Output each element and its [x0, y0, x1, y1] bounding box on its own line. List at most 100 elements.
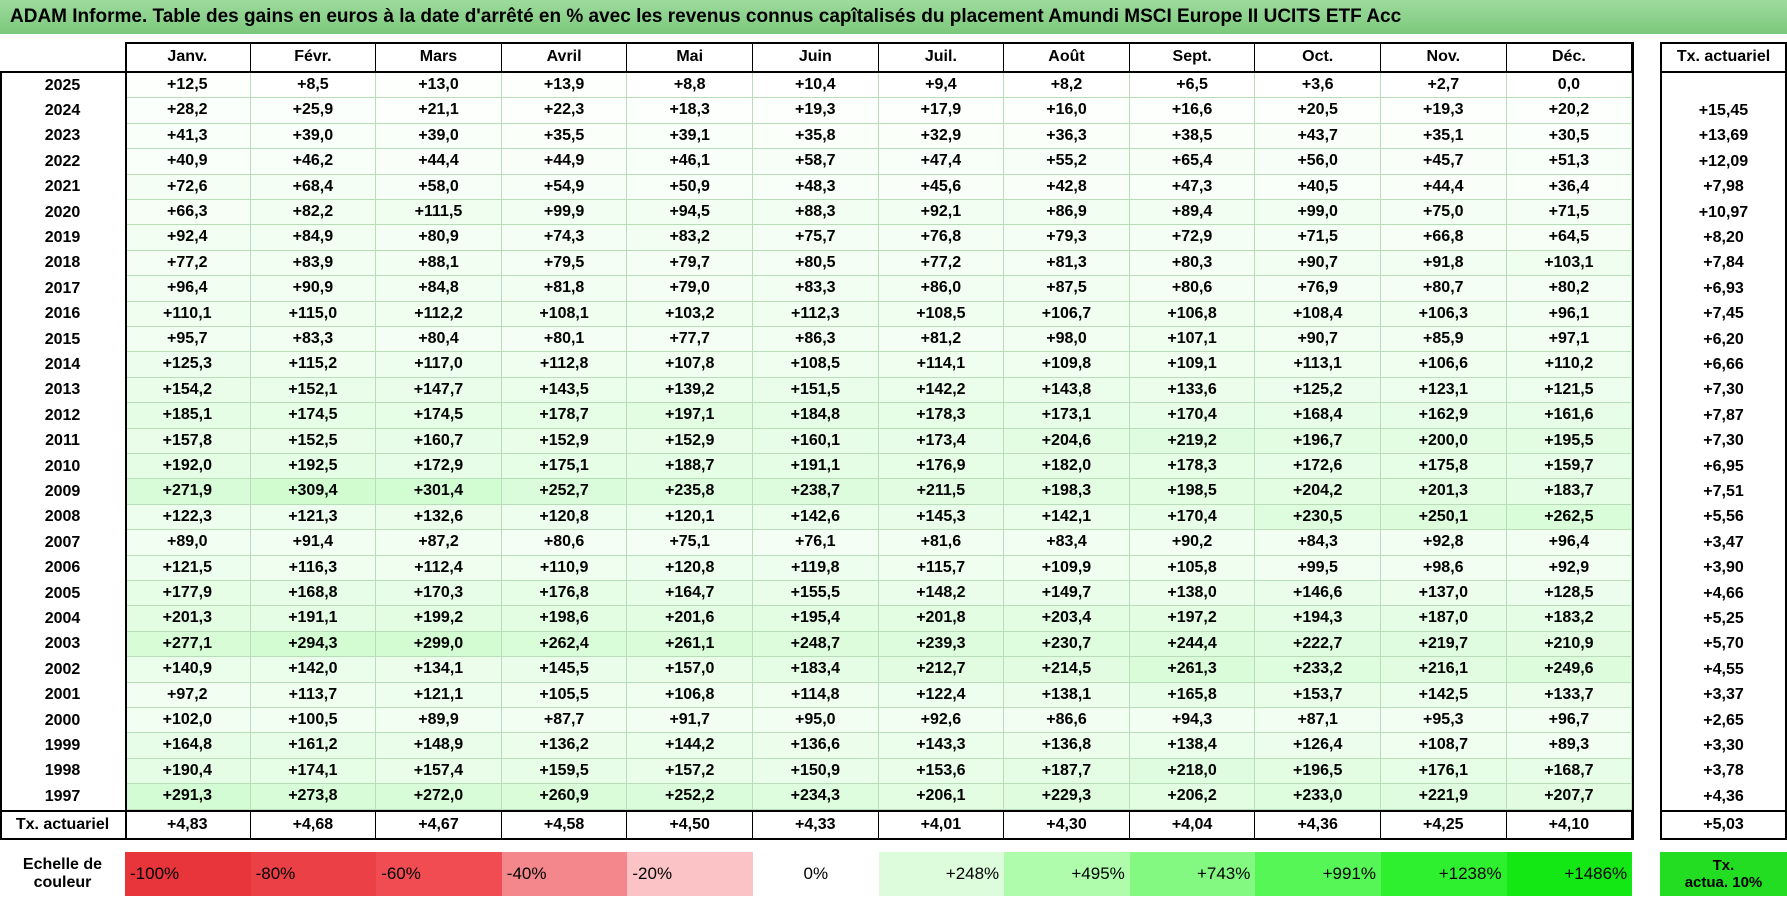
value-cell: +143,8 — [1004, 377, 1130, 404]
value-cell: +183,7 — [1506, 479, 1633, 505]
value-cell: +152,9 — [501, 428, 628, 454]
column-header: Oct. — [1255, 42, 1381, 72]
value-cell: +44,4 — [1381, 174, 1507, 200]
value-cell: +188,7 — [627, 454, 753, 480]
value-cell: +229,3 — [1004, 784, 1130, 810]
footer-label: Tx. actuariel — [15, 815, 110, 833]
scale-swatch: -40% — [501, 852, 628, 896]
value-cell: +138,4 — [1129, 733, 1256, 759]
value-cell: +87,1 — [1255, 708, 1381, 734]
scale-swatch: -60% — [376, 852, 502, 896]
tx-cell: +7,45 — [1703, 305, 1744, 323]
value-cell: +261,1 — [627, 631, 753, 658]
value-cell: +155,5 — [753, 581, 879, 607]
value-cell: +41,3 — [125, 123, 251, 150]
scale-target: Tx. actua. 10% — [1660, 852, 1787, 896]
value-cell: +110,1 — [125, 301, 251, 327]
value-cell: +204,2 — [1255, 479, 1381, 505]
value-cell: +106,6 — [1381, 352, 1507, 378]
value-cell: +19,3 — [753, 98, 879, 124]
tx-cell: +3,47 — [1703, 533, 1744, 551]
value-cell: +123,1 — [1381, 377, 1507, 404]
value-cell: +273,8 — [250, 784, 377, 810]
value-cell: +144,2 — [627, 733, 753, 759]
value-cell: +81,6 — [878, 530, 1005, 556]
value-cell: +108,1 — [501, 301, 628, 327]
value-cell: +89,4 — [1129, 200, 1256, 226]
value-cell: +19,3 — [1381, 98, 1507, 124]
footer-cell: +4,36 — [1255, 810, 1381, 840]
value-cell: +90,7 — [1255, 250, 1381, 277]
value-cell: +249,6 — [1506, 657, 1633, 683]
value-cell: +75,7 — [753, 225, 879, 251]
value-cell: +120,1 — [627, 504, 753, 531]
value-cell: +134,1 — [376, 657, 502, 683]
value-cell: +148,2 — [878, 581, 1005, 607]
value-cell: +146,6 — [1255, 581, 1381, 607]
value-cell: +153,7 — [1255, 682, 1381, 708]
value-cell: +221,9 — [1381, 784, 1507, 810]
value-cell: +98,6 — [1381, 555, 1507, 581]
value-cell: +71,5 — [1506, 200, 1633, 226]
value-cell: +102,0 — [125, 708, 251, 734]
row-year: 2005 — [44, 584, 81, 602]
footer-cell: +4,33 — [753, 810, 879, 840]
value-cell: +147,7 — [376, 377, 502, 404]
value-cell: +117,0 — [376, 352, 502, 378]
value-cell: +198,6 — [501, 606, 628, 632]
value-cell: +58,0 — [376, 174, 502, 200]
value-cell: +81,2 — [878, 327, 1005, 353]
row-year: 1997 — [44, 787, 81, 805]
value-cell: +18,3 — [627, 98, 753, 124]
value-cell: +154,2 — [125, 377, 251, 404]
value-cell: +84,8 — [376, 276, 502, 302]
column-header: Avril — [502, 42, 628, 72]
column-header: Mai — [627, 42, 753, 72]
row-year: 2009 — [44, 482, 81, 500]
column-header: Tx. actuariel — [1676, 47, 1771, 65]
value-cell: +30,5 — [1506, 123, 1633, 150]
value-cell: +75,0 — [1381, 200, 1507, 226]
value-cell: +176,1 — [1381, 758, 1507, 785]
value-cell: +22,3 — [501, 98, 628, 124]
value-cell: +128,5 — [1506, 581, 1633, 607]
value-cell: +9,4 — [878, 73, 1005, 99]
value-cell: +80,9 — [376, 225, 502, 251]
value-cell: +35,1 — [1381, 123, 1507, 150]
column-header: Déc. — [1507, 42, 1633, 72]
value-cell: +94,3 — [1129, 708, 1256, 734]
value-cell: +164,8 — [125, 733, 251, 759]
row-year: 2007 — [44, 533, 81, 551]
value-cell: +126,4 — [1255, 733, 1381, 759]
value-cell: +153,6 — [878, 758, 1005, 785]
value-cell: +173,1 — [1004, 403, 1130, 429]
value-cell: +48,3 — [753, 174, 879, 200]
value-cell: +77,7 — [627, 327, 753, 353]
value-cell: +299,0 — [376, 631, 502, 658]
value-cell: +121,5 — [125, 555, 251, 581]
value-cell: +46,2 — [250, 149, 377, 175]
value-cell: +92,1 — [878, 200, 1005, 226]
value-cell: +122,3 — [125, 504, 251, 531]
row-year: 2021 — [44, 178, 81, 196]
value-cell: +168,7 — [1506, 758, 1633, 785]
value-cell: +197,1 — [627, 403, 753, 429]
value-cell: +214,5 — [1004, 657, 1130, 683]
tx-cell: +12,09 — [1698, 152, 1749, 170]
row-year: 2016 — [44, 305, 81, 323]
value-cell: +252,7 — [501, 479, 628, 505]
value-cell: +109,8 — [1004, 352, 1130, 378]
value-cell: +184,8 — [753, 403, 879, 429]
value-cell: +234,3 — [753, 784, 879, 810]
value-cell: +76,1 — [753, 530, 879, 556]
value-cell: +8,5 — [250, 73, 377, 99]
value-cell: +173,4 — [878, 428, 1005, 454]
value-cell: +3,6 — [1255, 73, 1381, 99]
value-cell: +65,4 — [1129, 149, 1256, 175]
value-cell: +2,7 — [1381, 73, 1507, 99]
value-cell: +142,6 — [753, 504, 879, 531]
value-cell: +125,3 — [125, 352, 251, 378]
value-cell: +115,2 — [250, 352, 377, 378]
value-cell: +157,0 — [627, 657, 753, 683]
value-cell: +201,3 — [125, 606, 251, 632]
